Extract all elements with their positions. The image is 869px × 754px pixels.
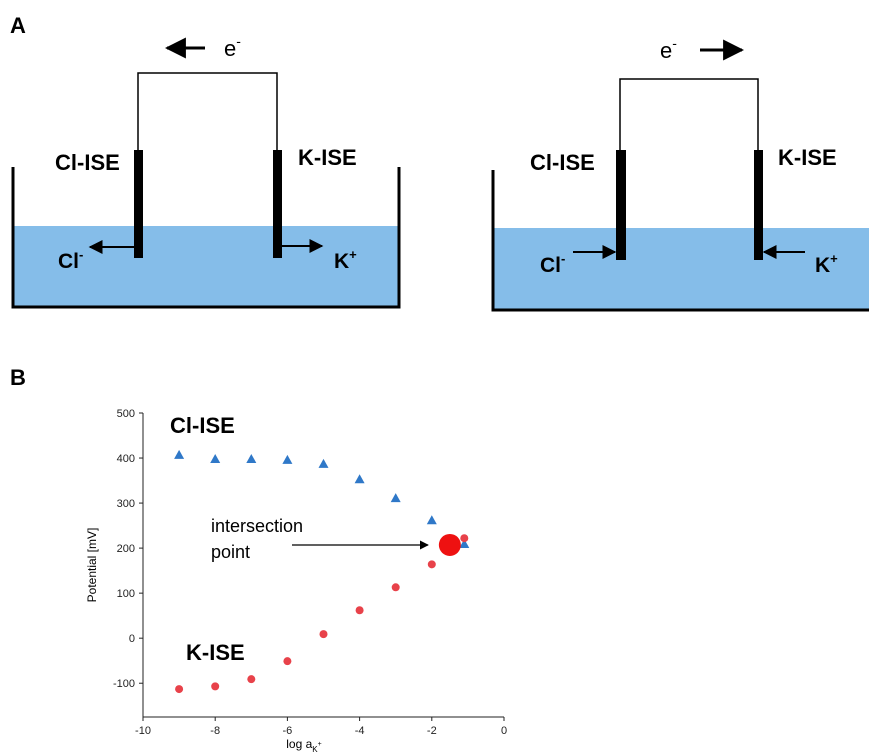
electrode (134, 150, 143, 258)
point (459, 539, 470, 549)
ion-label: Cl- (540, 251, 565, 277)
point (390, 493, 401, 503)
intersection-point (438, 533, 461, 556)
y-tick-label: 0 (129, 633, 135, 645)
electrode-label: K-ISE (778, 145, 837, 170)
text: - (672, 35, 677, 51)
text: K (312, 745, 318, 754)
text: e (224, 36, 236, 61)
x-tick-label: -10 (135, 725, 151, 737)
y-axis-label: Potential [mV] (85, 528, 99, 603)
text: + (830, 251, 838, 266)
y-tick-label: 400 (117, 453, 135, 465)
point (174, 449, 185, 459)
point (210, 453, 221, 463)
electrode-label: Cl-ISE (530, 150, 595, 175)
x-tick-label: -4 (355, 725, 365, 737)
series-label: Cl-ISE (170, 413, 235, 438)
point (319, 630, 328, 639)
point (355, 606, 364, 615)
text: + (318, 741, 322, 748)
beaker (491, 170, 869, 312)
ion-label: Cl- (58, 247, 83, 273)
point (246, 453, 257, 463)
wire (137, 72, 278, 150)
panel-label: B (10, 365, 26, 390)
electron-label: e- (224, 33, 241, 61)
x-tick-label: -2 (427, 725, 437, 737)
series-label: K-ISE (186, 640, 245, 665)
text: Cl (540, 254, 561, 277)
x-tick-label: -6 (283, 725, 293, 737)
point (283, 657, 292, 666)
ion-label: K+ (815, 251, 838, 277)
point (427, 560, 436, 569)
electrode (616, 150, 626, 260)
annotation: point (211, 542, 250, 562)
electrode (754, 150, 763, 260)
point (175, 685, 184, 694)
y-tick-label: 100 (117, 588, 135, 600)
text: - (236, 33, 241, 49)
text: log a (286, 737, 312, 751)
beaker (11, 167, 401, 309)
text: - (79, 247, 83, 262)
text: Cl (58, 250, 79, 273)
text: - (561, 251, 565, 266)
point (460, 534, 469, 543)
x-tick-label: -8 (210, 725, 220, 737)
solution (493, 228, 869, 310)
y-tick-label: 200 (117, 543, 135, 555)
electron-label: e- (660, 35, 677, 63)
point (211, 682, 220, 691)
point (282, 454, 293, 464)
solution (13, 226, 399, 307)
electrode-label: K-ISE (298, 145, 357, 170)
point (426, 515, 437, 525)
point (391, 583, 400, 592)
text: K (334, 250, 349, 273)
electrode-label: Cl-ISE (55, 150, 120, 175)
point (354, 474, 365, 484)
ion-label: K+ (334, 247, 357, 273)
y-tick-label: 300 (117, 498, 135, 510)
text: K (815, 254, 830, 277)
text: e (660, 38, 672, 63)
x-axis-label: log aK+ (286, 737, 321, 754)
electrode (273, 150, 282, 258)
point (247, 675, 256, 684)
x-tick-label: 0 (501, 725, 507, 737)
y-tick-label: -100 (113, 678, 135, 690)
text: + (349, 247, 357, 262)
y-tick-label: 500 (117, 408, 135, 420)
panel-label: A (10, 13, 26, 38)
point (318, 458, 329, 468)
wire (619, 78, 759, 150)
annotation: intersection (211, 516, 303, 536)
